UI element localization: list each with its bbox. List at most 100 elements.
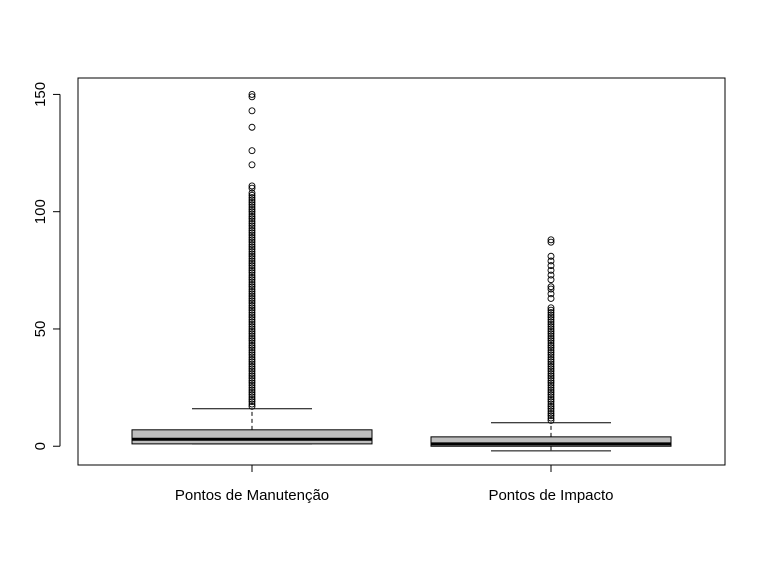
box-group-2 <box>430 236 672 452</box>
outlier-point <box>248 283 256 291</box>
outlier-point <box>248 241 256 248</box>
y-tick-label: 150 <box>32 82 49 107</box>
outlier-point <box>547 320 555 328</box>
outlier-point <box>248 341 256 349</box>
outlier-point <box>547 330 555 338</box>
outlier-point <box>547 252 555 260</box>
x-tick-label: Pontos de Impacto <box>488 487 613 504</box>
outlier-point <box>547 344 555 352</box>
outlier-point <box>248 189 256 197</box>
outlier-point <box>248 337 256 345</box>
y-tick-label: 100 <box>32 199 49 224</box>
outlier-point <box>248 313 256 321</box>
outlier-point <box>248 302 256 309</box>
outlier-point <box>248 386 256 394</box>
outlier-point <box>547 318 555 326</box>
outlier-point <box>547 365 555 373</box>
outlier-point <box>248 381 256 389</box>
outlier-point <box>547 416 555 424</box>
outlier-point <box>547 400 555 408</box>
outlier-point <box>248 250 256 258</box>
outlier-point <box>547 236 555 244</box>
x-tick-label: Pontos de Manutenção <box>175 487 329 504</box>
outlier-point <box>547 398 555 406</box>
outlier-point <box>547 311 555 319</box>
outlier-point <box>248 325 256 333</box>
outlier-point <box>248 229 256 237</box>
outlier-point <box>547 327 555 335</box>
outlier-point <box>547 341 555 349</box>
outlier-point <box>248 360 256 368</box>
outlier-point <box>248 320 256 328</box>
outlier-point <box>248 252 256 260</box>
outlier-point <box>248 348 256 356</box>
outlier-point <box>248 292 256 300</box>
outlier-point <box>547 351 555 359</box>
outlier-point <box>547 337 555 345</box>
outlier-point <box>547 306 555 314</box>
outlier-point <box>248 203 256 211</box>
outlier-point <box>248 318 256 326</box>
outlier-point <box>547 356 555 363</box>
outlier-point <box>248 332 256 340</box>
outlier-point <box>248 351 256 359</box>
outlier-point <box>248 243 256 251</box>
outlier-point <box>248 184 256 192</box>
outlier-point <box>248 358 256 366</box>
outlier-point <box>547 412 555 420</box>
outlier-point <box>248 161 256 169</box>
outlier-point <box>248 257 256 265</box>
outlier-point <box>547 386 555 394</box>
outlier-point <box>248 219 256 227</box>
outlier-point <box>547 348 555 356</box>
outlier-point <box>547 313 555 321</box>
outlier-point <box>248 398 256 406</box>
outlier-point <box>248 245 256 253</box>
outlier-point <box>248 356 256 363</box>
outlier-point <box>547 271 555 279</box>
outlier-point <box>547 384 555 392</box>
outlier-point <box>248 191 256 199</box>
outlier-point <box>248 367 256 375</box>
outlier-point <box>248 400 256 408</box>
outlier-point <box>547 395 555 403</box>
outlier-point <box>248 262 256 270</box>
outlier-point <box>248 234 256 241</box>
outlier-point <box>547 285 555 293</box>
outlier-point <box>248 217 256 225</box>
outlier-point <box>547 358 555 366</box>
plot-marks <box>131 90 672 452</box>
outlier-point <box>547 370 555 377</box>
outlier-point <box>248 372 256 380</box>
outlier-point <box>547 388 555 396</box>
outlier-point <box>248 402 256 410</box>
outlier-point <box>547 295 555 302</box>
outlier-point <box>547 304 555 312</box>
outlier-point <box>547 262 555 270</box>
outlier-point <box>547 414 555 422</box>
outlier-point <box>248 334 256 342</box>
outlier-point <box>248 182 256 190</box>
outlier-point <box>248 285 256 293</box>
outlier-point <box>547 346 555 354</box>
outlier-point <box>547 377 555 385</box>
outlier-point <box>248 346 256 354</box>
outlier-point <box>248 344 256 352</box>
outlier-point <box>248 194 256 202</box>
outlier-point <box>248 259 256 267</box>
outlier-point <box>248 222 256 230</box>
outlier-point <box>248 306 256 314</box>
outlier-point <box>248 391 256 399</box>
outlier-point <box>248 271 256 279</box>
outlier-point <box>248 297 256 305</box>
outlier-point <box>547 334 555 342</box>
outlier-point <box>547 405 555 413</box>
outlier-point <box>248 327 256 335</box>
plot-frame <box>77 77 726 466</box>
outlier-point <box>547 372 555 380</box>
outlier-point <box>547 407 555 415</box>
iqr-box <box>430 436 672 447</box>
outlier-point <box>248 330 256 338</box>
outlier-point <box>248 201 256 209</box>
